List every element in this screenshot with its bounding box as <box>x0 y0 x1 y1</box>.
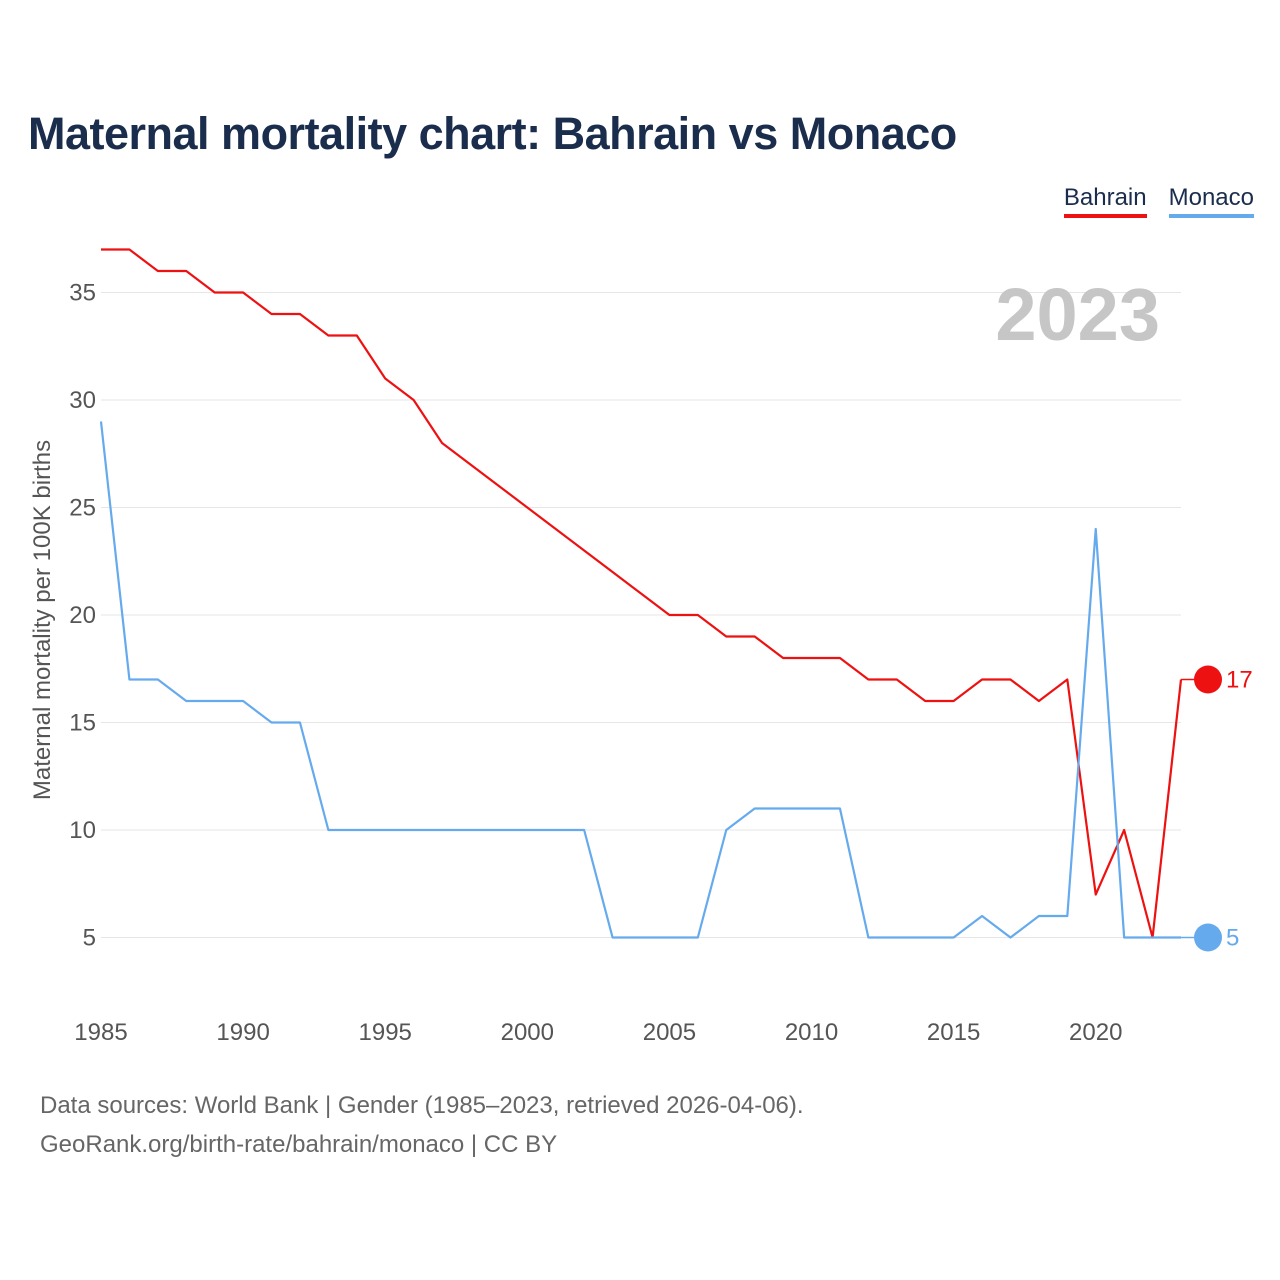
year-label: 2023 <box>995 273 1160 356</box>
y-tick-label: 20 <box>69 602 96 629</box>
x-tick-label: 1985 <box>74 1019 127 1046</box>
end-markers: 17 5 <box>1181 665 1253 952</box>
y-tick-label: 30 <box>69 387 96 414</box>
x-tick-label: 1990 <box>216 1019 269 1046</box>
source-link[interactable]: GeoRank.org/birth-rate/bahrain/monaco | … <box>40 1131 558 1158</box>
end-value-label-monaco: 5 <box>1226 925 1239 952</box>
x-tick-label: 2005 <box>643 1019 696 1046</box>
x-tick-label: 2015 <box>927 1019 980 1046</box>
legend: Bahrain Monaco <box>1063 184 1254 218</box>
flag-icon-bahrain <box>1194 665 1222 694</box>
chart-title: Maternal mortality chart: Bahrain vs Mon… <box>28 108 957 159</box>
series-group <box>99 248 1183 939</box>
footer: Data sources: World Bank | Gender (1985–… <box>40 1086 804 1164</box>
legend-item-monaco[interactable]: Monaco <box>1168 184 1254 218</box>
series-line-bahrain <box>101 248 1183 939</box>
y-tick-label: 15 <box>69 710 96 737</box>
y-axis-label: Maternal mortality per 100K births <box>29 440 56 800</box>
series-line-monaco <box>99 421 1181 939</box>
x-axis-ticks: 1985 1990 1995 2000 2005 2010 2015 2020 <box>74 1019 1122 1046</box>
y-tick-label: 10 <box>69 817 96 844</box>
x-tick-label: 2000 <box>501 1019 554 1046</box>
y-tick-label: 25 <box>69 495 96 522</box>
y-axis-ticks: 5 10 15 20 25 30 35 <box>69 280 96 952</box>
flag-icon-monaco <box>1194 923 1222 952</box>
legend-item-bahrain[interactable]: Bahrain <box>1063 184 1147 218</box>
x-tick-label: 2020 <box>1069 1019 1122 1046</box>
x-tick-label: 2010 <box>785 1019 838 1046</box>
end-value-label-bahrain: 17 <box>1226 667 1253 694</box>
gridlines <box>101 292 1181 938</box>
x-tick-label: 1995 <box>359 1019 412 1046</box>
data-source-text: Data sources: World Bank | Gender (1985–… <box>40 1092 804 1119</box>
y-tick-label: 5 <box>83 925 96 952</box>
y-tick-label: 35 <box>69 280 96 307</box>
